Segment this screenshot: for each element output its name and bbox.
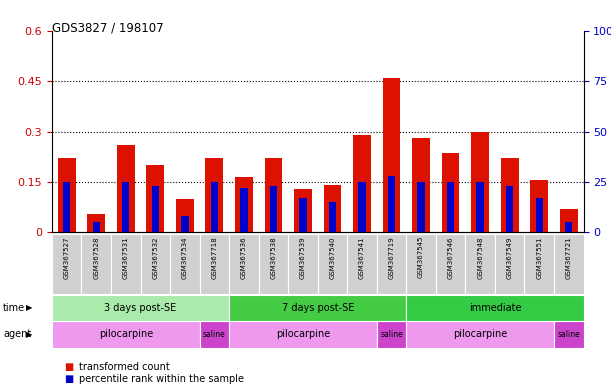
Bar [318, 234, 347, 294]
Text: percentile rank within the sample: percentile rank within the sample [79, 374, 244, 384]
Text: GSM367548: GSM367548 [477, 236, 483, 278]
Bar [229, 234, 258, 294]
Bar [122, 182, 130, 232]
Bar [152, 186, 159, 232]
Bar [324, 185, 342, 232]
Bar [417, 182, 425, 232]
Bar [235, 177, 253, 232]
Bar [52, 321, 200, 348]
Text: GSM367718: GSM367718 [211, 236, 218, 279]
Bar [111, 234, 141, 294]
Bar [258, 234, 288, 294]
Text: GSM367531: GSM367531 [123, 236, 129, 279]
Bar [288, 234, 318, 294]
Bar [229, 295, 406, 321]
Bar [358, 182, 366, 232]
Bar [269, 186, 277, 232]
Bar [477, 182, 484, 232]
Bar [442, 153, 459, 232]
Bar [294, 189, 312, 232]
Bar [524, 234, 554, 294]
Bar [353, 135, 371, 232]
Bar [377, 321, 406, 348]
Bar [501, 158, 519, 232]
Text: immediate: immediate [469, 303, 521, 313]
Text: GSM367719: GSM367719 [389, 236, 395, 279]
Text: GSM367536: GSM367536 [241, 236, 247, 279]
Bar [377, 234, 406, 294]
Bar [329, 202, 336, 232]
Bar [229, 321, 377, 348]
Text: pilocarpine: pilocarpine [98, 329, 153, 339]
Bar [265, 158, 282, 232]
Text: GSM367540: GSM367540 [329, 236, 335, 278]
Bar [211, 182, 218, 232]
Bar [506, 186, 513, 232]
Bar [200, 234, 229, 294]
Bar [141, 234, 170, 294]
Bar [147, 165, 164, 232]
Text: pilocarpine: pilocarpine [276, 329, 330, 339]
Bar [554, 234, 584, 294]
Bar [58, 158, 76, 232]
Text: GSM367538: GSM367538 [271, 236, 276, 279]
Text: ▶: ▶ [26, 330, 32, 339]
Bar [181, 216, 189, 232]
Bar [406, 321, 554, 348]
Bar [535, 198, 543, 232]
Text: ■: ■ [64, 374, 73, 384]
Bar [92, 222, 100, 232]
Bar [87, 214, 105, 232]
Text: GSM367527: GSM367527 [64, 236, 70, 278]
Text: transformed count: transformed count [79, 362, 170, 372]
Text: GSM367545: GSM367545 [418, 236, 424, 278]
Bar [52, 295, 229, 321]
Text: GSM367551: GSM367551 [536, 236, 542, 278]
Bar [530, 180, 548, 232]
Text: 3 days post-SE: 3 days post-SE [104, 303, 177, 313]
Text: saline: saline [557, 330, 580, 339]
Text: pilocarpine: pilocarpine [453, 329, 507, 339]
Bar [205, 158, 223, 232]
Text: GSM367546: GSM367546 [448, 236, 453, 278]
Bar [240, 188, 247, 232]
Bar [382, 78, 400, 232]
Text: GSM367549: GSM367549 [507, 236, 513, 278]
Text: ■: ■ [64, 362, 73, 372]
Text: GSM367541: GSM367541 [359, 236, 365, 278]
Bar [436, 234, 466, 294]
Text: agent: agent [3, 329, 31, 339]
Bar [63, 182, 70, 232]
Bar [554, 321, 584, 348]
Bar [347, 234, 377, 294]
Text: 7 days post-SE: 7 days post-SE [282, 303, 354, 313]
Bar [388, 176, 395, 232]
Bar [565, 222, 573, 232]
Bar [406, 295, 584, 321]
Bar [52, 234, 81, 294]
Text: GSM367532: GSM367532 [152, 236, 158, 278]
Text: GSM367528: GSM367528 [93, 236, 99, 278]
Bar [170, 234, 200, 294]
Bar [299, 198, 307, 232]
Bar [466, 234, 495, 294]
Bar [117, 145, 134, 232]
Text: saline: saline [203, 330, 225, 339]
Bar [406, 234, 436, 294]
Bar [200, 321, 229, 348]
Bar [176, 199, 194, 232]
Bar [81, 234, 111, 294]
Text: GSM367534: GSM367534 [182, 236, 188, 278]
Text: time: time [3, 303, 25, 313]
Text: GSM367539: GSM367539 [300, 236, 306, 279]
Bar [471, 131, 489, 232]
Bar [495, 234, 524, 294]
Bar [412, 138, 430, 232]
Bar [447, 182, 455, 232]
Text: GDS3827 / 198107: GDS3827 / 198107 [52, 21, 164, 34]
Text: ▶: ▶ [26, 303, 32, 312]
Text: saline: saline [380, 330, 403, 339]
Text: GSM367721: GSM367721 [566, 236, 572, 279]
Bar [560, 209, 577, 232]
